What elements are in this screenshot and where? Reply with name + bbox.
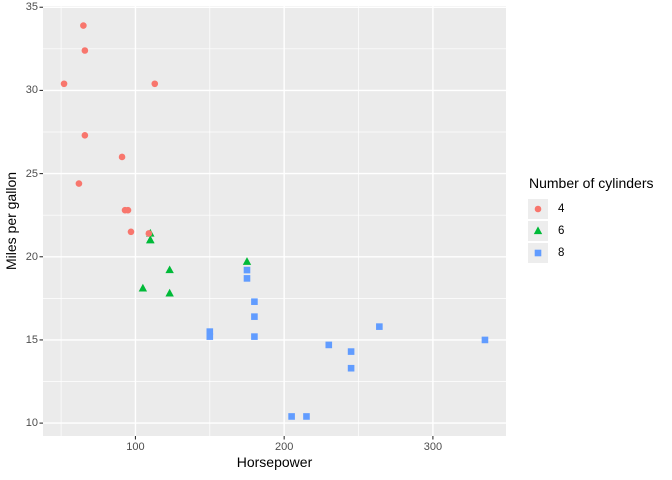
data-point-4cyl (81, 47, 89, 54)
data-point-4cyl (81, 132, 89, 139)
data-point-8cyl (376, 323, 383, 330)
data-point-8cyl (347, 348, 355, 355)
y-axis-title-text: Miles per gallon (3, 171, 19, 271)
legend-label: 6 (558, 225, 565, 237)
x-axis-title: Horsepower (236, 454, 313, 470)
y-tick-label: 30 (25, 84, 38, 97)
y-tick-label: 15 (25, 333, 38, 346)
data-point-4cyl (60, 80, 68, 88)
legend-title: Number of cylinders (529, 175, 654, 191)
data-point-8cyl (243, 275, 251, 282)
legend-key-triangle-icon (528, 221, 548, 241)
data-point-4cyl (151, 80, 159, 88)
data-point-8cyl (251, 333, 258, 340)
legend-item-6: 6 (528, 221, 654, 241)
legend-item-4: 4 (528, 199, 654, 219)
legend-item-8: 8 (528, 243, 654, 263)
legend: Number of cylinders 4 6 8 (528, 175, 654, 265)
x-tick-label: 200 (274, 441, 294, 453)
data-point-8cyl (243, 266, 251, 274)
data-point-4cyl (127, 228, 135, 236)
data-point-4cyl (118, 153, 126, 161)
data-point-8cyl (206, 333, 214, 340)
data-point-8cyl (325, 341, 333, 349)
legend-key-square-icon (528, 243, 548, 263)
data-point-6cyl (242, 257, 252, 265)
data-point-8cyl (251, 313, 258, 320)
data-point-8cyl (288, 413, 295, 420)
x-tick-label: 100 (126, 441, 145, 453)
data-point-6cyl (146, 235, 155, 244)
y-tick-label: 20 (25, 250, 38, 263)
legend-label: 4 (558, 203, 565, 215)
data-point-4cyl (124, 206, 132, 214)
y-tick-label: 35 (25, 1, 38, 14)
data-point-8cyl (303, 413, 310, 420)
data-point-6cyl (165, 288, 174, 297)
legend-label: 8 (558, 247, 565, 259)
data-point-8cyl (206, 328, 214, 335)
legend-items: 4 6 8 (528, 199, 654, 263)
x-tick-label: 300 (423, 441, 443, 453)
plot-panel (43, 6, 506, 436)
data-point-8cyl (347, 364, 355, 372)
data-point-8cyl (481, 336, 489, 344)
data-point-6cyl (165, 265, 174, 274)
data-point-4cyl (75, 180, 83, 187)
data-point-4cyl (145, 230, 153, 237)
legend-key-circle-icon (528, 199, 548, 219)
data-point-4cyl (80, 22, 87, 29)
data-point-6cyl (138, 283, 148, 292)
y-tick-label: 10 (25, 417, 38, 430)
data-point-8cyl (251, 298, 258, 305)
y-tick-label: 25 (25, 167, 38, 180)
